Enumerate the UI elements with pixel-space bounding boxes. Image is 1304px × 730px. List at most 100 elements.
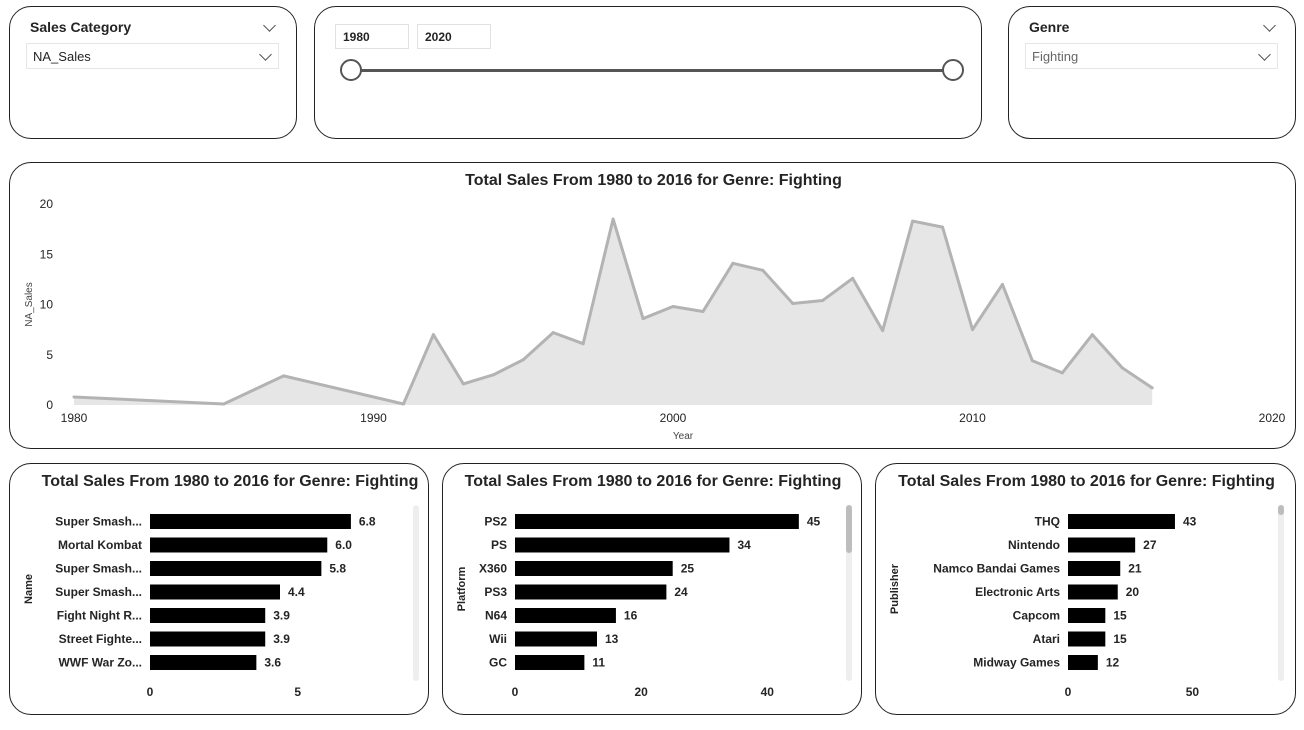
bar-chart-platform: PS2 45 PS 34 X360 25 PS3 24 N64 16 Wii 13 GC 11 0 20 40 P… [456,514,821,699]
data-point [641,317,645,321]
x-axis-title: Year [673,431,694,442]
sales-category-title: Sales Category [30,19,132,35]
genre-value: Fighting [1032,49,1079,64]
y-axis-title: NA_Sales [24,282,35,326]
scrollbar-thumb[interactable] [846,505,852,553]
category-label: Midway Games [973,656,1060,670]
data-point [431,333,435,337]
x-tick-label: 2010 [959,411,986,425]
data-point [611,217,615,221]
bar [150,514,351,529]
bar-chart-publisher: THQ 43 Nintendo 27 Namco Bandai Games 21 Elect… [889,514,1200,699]
area-chart-title: Total Sales From 1980 to 2016 for Genre:… [465,172,842,189]
category-label: Capcom [1013,609,1060,623]
genre-dropdown[interactable]: Fighting [1025,43,1278,69]
area-fill [74,219,1153,405]
data-point [941,225,945,229]
data-label: 11 [592,656,605,670]
data-point [761,268,765,272]
x-tick-label: 50 [1186,685,1200,699]
category-label: PS [491,538,507,552]
data-label: 3.9 [273,632,290,646]
category-label: Namco Bandai Games [933,562,1060,576]
data-label: 4.4 [288,585,305,599]
data-label: 20 [1126,585,1140,599]
range-slider-track[interactable] [351,69,955,72]
category-label: GC [489,656,507,670]
bar [515,655,585,670]
data-label: 6.0 [335,538,352,552]
bar [150,561,322,576]
data-point [461,382,465,386]
x-tick-label: 1990 [360,411,387,425]
bar-chart-platform-card: Total Sales From 1980 to 2016 for Genre:… [442,463,862,715]
bar [515,584,667,600]
bar-chart-name-title: Total Sales From 1980 to 2016 for Genre:… [41,473,419,490]
data-label: 43 [1183,515,1197,529]
start-year-input[interactable]: 1980 [335,24,409,49]
scrollbar[interactable] [413,505,419,681]
end-year-input[interactable]: 2020 [417,24,491,49]
bar [515,537,730,553]
chevron-down-icon[interactable] [263,19,276,32]
x-tick-label: 1980 [61,411,88,425]
category-label: WWF War Zo... [58,656,142,670]
category-label: PS2 [484,515,507,529]
category-label: THQ [1035,515,1060,529]
x-tick-label: 20 [634,685,648,699]
data-point [1030,359,1034,363]
data-point [851,276,855,280]
bar [1068,631,1106,647]
bar-chart-platform-title: Total Sales From 1980 to 2016 for Genre:… [464,473,842,490]
x-tick-label: 5 [294,685,301,699]
x-tick-label: 0 [147,685,154,699]
data-label: 13 [605,632,619,646]
category-label: N64 [485,609,507,623]
y-axis-title: Name [23,574,35,604]
genre-slicer: Genre Fighting [1008,6,1296,139]
category-label: Nintendo [1008,538,1060,552]
chevron-down-icon[interactable] [1263,19,1276,32]
sales-category-dropdown[interactable]: NA_Sales [26,43,279,69]
data-point [881,329,885,333]
bar [150,584,280,600]
data-point [821,298,825,302]
area-chart-card: Total Sales From 1980 to 2016 for Genre:… [9,162,1296,449]
scrollbar[interactable] [846,505,852,681]
data-label: 25 [681,562,695,576]
scrollbar-thumb[interactable] [1278,505,1284,515]
data-point [671,305,675,309]
data-label: 45 [807,515,821,529]
data-label: 27 [1143,538,1157,552]
data-label: 5.8 [329,562,346,576]
range-start-handle[interactable] [340,59,362,81]
scrollbar[interactable] [1278,505,1284,681]
data-label: 6.8 [359,515,376,529]
bar-chart-publisher-title: Total Sales From 1980 to 2016 for Genre:… [898,473,1275,490]
bar [515,608,616,623]
data-point [791,301,795,305]
data-point [222,402,226,406]
category-label: PS3 [484,585,507,599]
category-label: Street Fighte... [59,632,142,646]
data-point [911,219,915,223]
range-end-handle[interactable] [942,59,964,81]
bar [1068,608,1106,623]
data-point [701,310,705,314]
data-label: 34 [737,538,751,552]
data-point [491,373,495,377]
bar [1068,655,1098,670]
data-point [282,374,286,378]
data-point [401,402,405,406]
data-label: 24 [674,585,688,599]
sales-category-value: NA_Sales [33,49,91,64]
category-label: Electronic Arts [975,585,1060,599]
bar [150,655,257,670]
category-label: Super Smash... [55,585,142,599]
bar [150,537,328,553]
data-label: 16 [624,609,638,623]
y-tick-label: 20 [40,197,54,211]
y-tick-label: 15 [40,247,54,261]
sales-category-slicer: Sales Category NA_Sales [9,6,297,139]
bar [1068,537,1136,553]
